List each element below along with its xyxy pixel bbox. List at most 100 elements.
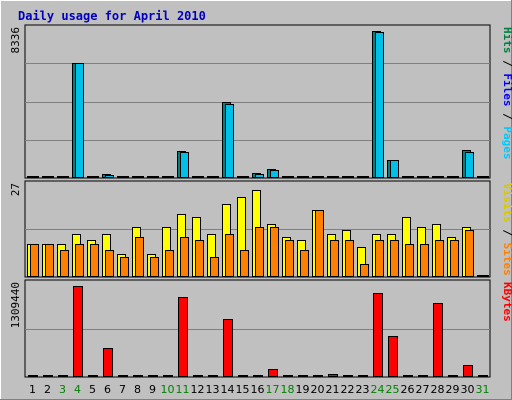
- bar-kbytes-day-3: [58, 375, 68, 377]
- x-tick-label: 31: [476, 383, 490, 396]
- bar-sites-day-11: [180, 237, 189, 277]
- bar-kbytes-day-24: [373, 293, 383, 377]
- y-max-label: 1309440: [9, 282, 22, 328]
- bar-files-day-5: [90, 176, 99, 178]
- x-tick-label: 7: [119, 383, 126, 396]
- bar-kbytes-day-4: [73, 286, 83, 377]
- legend-part: /: [501, 223, 512, 243]
- bar-files-day-3: [60, 176, 69, 178]
- x-tick-label: 15: [236, 383, 250, 396]
- x-tick-label: 1: [29, 383, 36, 396]
- x-tick-label: 27: [416, 383, 430, 396]
- bar-files-day-10: [165, 176, 174, 178]
- bar-files-day-29: [450, 176, 459, 178]
- bar-files-day-25: [390, 160, 399, 178]
- bar-files-day-22: [345, 176, 354, 178]
- bar-files-day-26: [405, 176, 414, 178]
- bar-sites-day-8: [135, 237, 144, 277]
- series-sites: [30, 210, 489, 277]
- bar-files-day-23: [360, 176, 369, 178]
- bar-sites-day-9: [150, 257, 159, 277]
- bar-sites-day-13: [210, 257, 219, 277]
- x-tick-label: 12: [191, 383, 205, 396]
- x-tick-label: 26: [401, 383, 415, 396]
- panel-legend-label: Hits / Files / Pages: [501, 27, 512, 160]
- bar-files-day-8: [135, 176, 144, 178]
- bar-files-day-21: [330, 176, 339, 178]
- panel-legend-label: KBytes: [501, 282, 512, 322]
- bar-files-day-24: [375, 32, 384, 178]
- legend-part: Sites: [501, 243, 512, 276]
- chart-panels: 8336 Hits / Files / Pages 27 Visits / Sites…: [9, 24, 512, 378]
- x-tick-label: 8: [134, 383, 141, 396]
- legend-part: Visits: [501, 183, 512, 223]
- bar-kbytes-day-27: [418, 375, 428, 377]
- bar-kbytes-day-11: [178, 297, 188, 377]
- panel-legend-label: Visits / Sites: [501, 183, 512, 276]
- y-max-label: 8336: [9, 27, 22, 54]
- x-tick-label: 24: [371, 383, 385, 396]
- y-max-label: 27: [9, 183, 22, 196]
- bar-sites-day-29: [450, 240, 459, 277]
- x-tick-label: 10: [161, 383, 175, 396]
- panel-hits_files: 8336 Hits / Files / Pages: [9, 24, 512, 179]
- x-tick-label: 23: [356, 383, 370, 396]
- legend-part: Files: [501, 73, 512, 106]
- bar-sites-day-1: [30, 244, 39, 277]
- bar-kbytes-day-21: [328, 374, 338, 377]
- bar-sites-day-21: [330, 240, 339, 277]
- bar-files-day-6: [105, 175, 114, 178]
- bar-kbytes-day-9: [148, 375, 158, 377]
- bar-kbytes-day-22: [343, 375, 353, 377]
- bar-kbytes-day-13: [208, 375, 218, 377]
- legend-part: Pages: [501, 126, 512, 159]
- bar-kbytes-day-15: [238, 375, 248, 377]
- bar-files-day-7: [120, 176, 129, 178]
- bar-files-day-4: [75, 63, 84, 178]
- bar-sites-day-5: [90, 244, 99, 277]
- x-tick-label: 21: [326, 383, 340, 396]
- bar-sites-day-19: [300, 250, 309, 277]
- x-tick-label: 17: [266, 383, 280, 396]
- x-tick-label: 4: [74, 383, 81, 396]
- bar-kbytes-day-5: [88, 375, 98, 377]
- bar-files-day-20: [315, 176, 324, 178]
- bar-sites-day-6: [105, 250, 114, 277]
- bar-files-day-2: [45, 176, 54, 178]
- x-tick-label: 19: [296, 383, 310, 396]
- x-tick-label: 20: [311, 383, 325, 396]
- panel-visits_sites: 27 Visits / Sites: [9, 180, 512, 278]
- series-files: [30, 32, 489, 178]
- bar-kbytes-day-8: [133, 375, 143, 377]
- bar-kbytes-day-7: [118, 375, 128, 377]
- series-kbytes: [28, 286, 488, 377]
- legend-part: KBytes: [501, 282, 512, 322]
- legend-part: /: [501, 54, 512, 74]
- bar-kbytes-day-6: [103, 348, 113, 377]
- bar-files-day-30: [465, 152, 474, 178]
- bar-sites-day-31: [480, 275, 489, 277]
- bar-kbytes-day-29: [448, 375, 458, 377]
- bar-sites-day-7: [120, 257, 129, 277]
- x-tick-label: 22: [341, 383, 355, 396]
- bar-kbytes-day-18: [283, 375, 293, 377]
- bar-sites-day-4: [75, 244, 84, 277]
- bar-files-day-11: [180, 152, 189, 178]
- x-tick-label: 6: [104, 383, 111, 396]
- bar-files-day-27: [420, 176, 429, 178]
- bar-files-day-19: [300, 176, 309, 178]
- bar-sites-day-2: [45, 244, 54, 277]
- bar-kbytes-day-2: [43, 375, 53, 377]
- bar-sites-day-22: [345, 240, 354, 277]
- bar-files-day-15: [240, 176, 249, 178]
- bar-kbytes-day-25: [388, 336, 398, 377]
- x-axis-labels: 1 2 3 4 5 6 7 8 9 10 11 12 13 14 15 16 17 18 19 20 21 22 23 24 2…: [29, 383, 490, 396]
- bar-sites-day-12: [195, 240, 204, 277]
- x-tick-label: 28: [431, 383, 445, 396]
- bar-kbytes-day-12: [193, 375, 203, 377]
- bar-kbytes-day-31: [478, 375, 488, 377]
- bar-kbytes-day-14: [223, 319, 233, 377]
- bar-sites-day-15: [240, 250, 249, 277]
- bar-kbytes-day-1: [28, 375, 38, 377]
